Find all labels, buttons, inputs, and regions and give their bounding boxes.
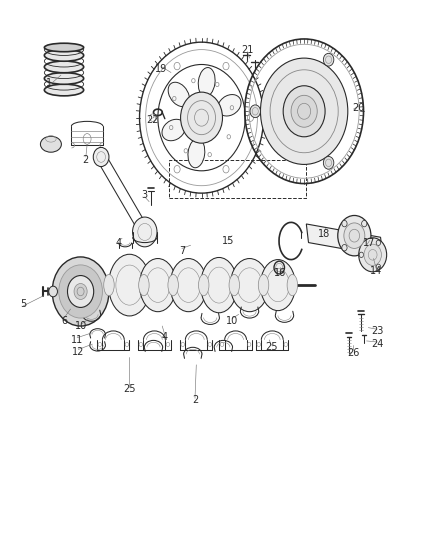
Circle shape [180,92,223,143]
Text: 16: 16 [274,268,286,278]
Circle shape [67,276,94,308]
Text: 15: 15 [222,236,234,246]
Text: 4: 4 [161,332,167,342]
Circle shape [338,215,371,256]
Text: 3: 3 [142,190,148,200]
Ellipse shape [229,274,240,296]
Circle shape [342,221,347,227]
Ellipse shape [44,72,84,84]
Ellipse shape [104,274,114,296]
Ellipse shape [261,260,295,311]
Ellipse shape [44,61,84,73]
Text: 25: 25 [265,342,278,352]
Ellipse shape [218,94,241,116]
Text: 20: 20 [353,103,365,113]
Ellipse shape [44,43,84,52]
Ellipse shape [188,139,205,168]
Ellipse shape [168,82,189,107]
Ellipse shape [40,136,61,152]
Ellipse shape [287,274,297,296]
Text: 11: 11 [71,335,83,345]
Text: 24: 24 [371,339,383,349]
Text: 12: 12 [72,346,85,357]
Polygon shape [306,224,383,256]
Text: 10: 10 [75,321,88,331]
Text: 5: 5 [20,298,27,309]
Ellipse shape [258,274,269,296]
Circle shape [362,245,367,251]
Ellipse shape [201,257,237,313]
Text: 25: 25 [123,384,136,394]
Ellipse shape [44,84,84,96]
Circle shape [261,58,348,165]
Ellipse shape [198,274,209,296]
Circle shape [93,148,109,166]
Circle shape [344,223,365,248]
Circle shape [59,265,102,318]
Text: 1: 1 [46,78,52,88]
Text: 22: 22 [146,115,159,125]
Text: 2: 2 [83,155,89,165]
Text: 6: 6 [61,316,67,326]
Ellipse shape [109,254,150,316]
Circle shape [133,217,157,247]
Ellipse shape [198,68,215,96]
Text: 18: 18 [318,229,330,239]
Circle shape [74,284,87,300]
Text: 2: 2 [192,395,198,406]
Circle shape [52,257,109,326]
Text: 23: 23 [371,326,383,336]
Text: 14: 14 [370,266,382,276]
Ellipse shape [140,259,176,312]
Circle shape [364,244,381,265]
Circle shape [323,157,334,169]
Ellipse shape [168,274,178,296]
Text: 17: 17 [364,238,376,247]
Circle shape [283,86,325,137]
Ellipse shape [230,259,269,312]
Circle shape [342,245,347,251]
Text: 26: 26 [347,348,360,358]
Ellipse shape [44,50,84,61]
Text: 21: 21 [241,45,254,54]
Text: 7: 7 [179,246,185,255]
Ellipse shape [170,259,207,312]
Ellipse shape [162,119,185,141]
Circle shape [323,53,334,66]
Circle shape [362,221,367,227]
Ellipse shape [139,274,149,296]
Text: 19: 19 [155,64,167,74]
Circle shape [49,286,57,297]
Text: 10: 10 [226,316,238,326]
Circle shape [250,105,261,118]
Circle shape [291,95,317,127]
Circle shape [359,238,387,272]
Text: 4: 4 [116,238,122,247]
